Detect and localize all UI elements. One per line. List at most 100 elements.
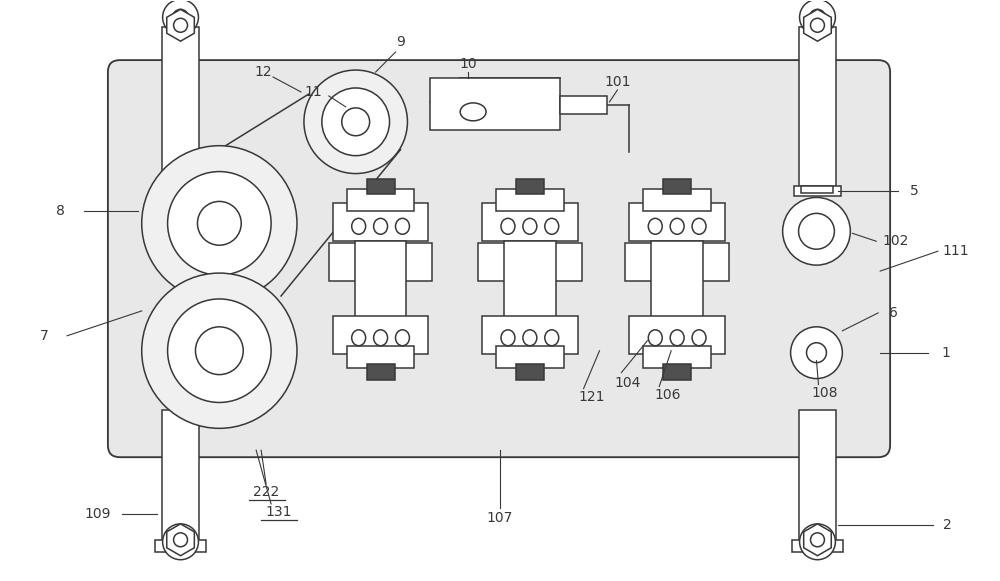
Circle shape [807, 343, 826, 363]
Text: 1: 1 [941, 346, 950, 360]
Circle shape [174, 19, 188, 32]
Bar [496, 189, 564, 211]
Text: 121: 121 [578, 390, 605, 404]
Bar [629, 203, 725, 241]
Ellipse shape [523, 218, 537, 234]
Text: 111: 111 [942, 244, 969, 258]
Bar [801, 185, 833, 193]
Bar [663, 178, 691, 195]
Ellipse shape [501, 218, 515, 234]
Bar [333, 316, 428, 354]
Circle shape [142, 146, 297, 301]
Text: 8: 8 [56, 205, 65, 218]
Bar [157, 187, 204, 196]
Polygon shape [804, 524, 831, 555]
Text: 101: 101 [604, 75, 631, 89]
Bar [629, 316, 725, 354]
Ellipse shape [374, 218, 388, 234]
Bar [625, 243, 729, 281]
Circle shape [783, 198, 850, 265]
Text: 109: 109 [85, 507, 111, 521]
Text: 106: 106 [654, 389, 680, 403]
Circle shape [342, 108, 370, 136]
Ellipse shape [352, 218, 366, 234]
Bar [478, 243, 582, 281]
Bar [164, 185, 196, 193]
Ellipse shape [523, 330, 537, 346]
Bar [799, 27, 836, 192]
Ellipse shape [501, 330, 515, 346]
Text: 104: 104 [614, 375, 641, 389]
Text: 2: 2 [943, 518, 952, 532]
Circle shape [173, 534, 188, 550]
Text: 12: 12 [254, 65, 272, 79]
Bar [504, 241, 556, 321]
Bar [482, 203, 578, 241]
Text: 131: 131 [266, 505, 292, 519]
Bar [792, 540, 843, 552]
Text: 6: 6 [889, 306, 898, 320]
Ellipse shape [396, 330, 409, 346]
Bar [162, 410, 199, 550]
Bar [643, 189, 711, 211]
Circle shape [163, 524, 198, 560]
Ellipse shape [692, 330, 706, 346]
Bar [367, 178, 395, 195]
Text: 11: 11 [304, 85, 322, 99]
Circle shape [197, 202, 241, 245]
Polygon shape [804, 9, 831, 41]
Bar [496, 346, 564, 368]
Bar [367, 364, 395, 379]
Ellipse shape [545, 330, 559, 346]
Text: 5: 5 [910, 185, 918, 199]
Circle shape [304, 70, 407, 174]
Circle shape [811, 19, 824, 32]
Circle shape [791, 327, 842, 379]
Bar [516, 178, 544, 195]
Ellipse shape [396, 218, 409, 234]
Text: 7: 7 [40, 329, 49, 343]
Bar [162, 27, 199, 192]
Bar [155, 540, 206, 552]
Text: 9: 9 [396, 35, 405, 49]
Bar [430, 78, 560, 130]
Polygon shape [167, 524, 194, 555]
Ellipse shape [460, 103, 486, 121]
Bar [560, 96, 607, 114]
Circle shape [322, 88, 390, 156]
Text: 108: 108 [811, 386, 838, 400]
Bar [663, 364, 691, 379]
Circle shape [163, 0, 198, 35]
Bar [347, 189, 414, 211]
Circle shape [173, 9, 188, 26]
Ellipse shape [692, 218, 706, 234]
Circle shape [168, 299, 271, 403]
Bar [794, 187, 841, 196]
Bar [347, 346, 414, 368]
Bar [482, 316, 578, 354]
Circle shape [168, 171, 271, 275]
Circle shape [810, 9, 825, 26]
Bar [329, 243, 432, 281]
Circle shape [142, 273, 297, 428]
Ellipse shape [545, 218, 559, 234]
Text: 10: 10 [459, 57, 477, 71]
Circle shape [810, 534, 825, 550]
Bar [651, 241, 703, 321]
Ellipse shape [670, 218, 684, 234]
Circle shape [174, 533, 188, 547]
Bar [799, 410, 836, 550]
Ellipse shape [670, 330, 684, 346]
Circle shape [800, 0, 835, 35]
Text: 102: 102 [883, 234, 909, 248]
Text: 107: 107 [487, 511, 513, 525]
Bar [643, 346, 711, 368]
Ellipse shape [648, 330, 662, 346]
Ellipse shape [374, 330, 388, 346]
Circle shape [195, 327, 243, 375]
Polygon shape [167, 9, 194, 41]
Text: 222: 222 [253, 485, 279, 499]
Ellipse shape [352, 330, 366, 346]
FancyBboxPatch shape [108, 60, 890, 457]
Bar [333, 203, 428, 241]
